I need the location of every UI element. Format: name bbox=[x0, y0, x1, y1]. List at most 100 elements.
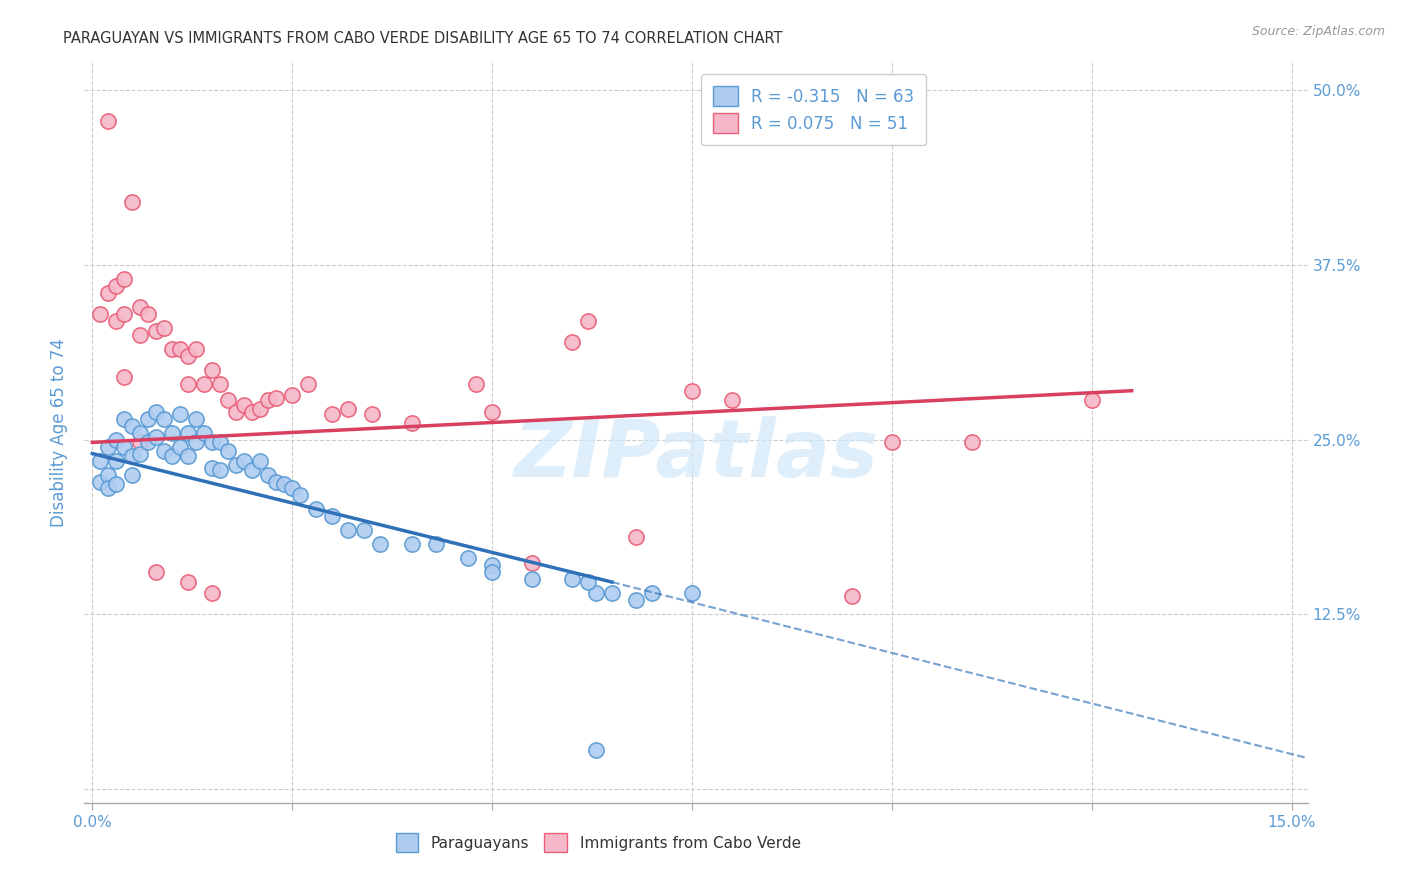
Point bbox=[457, 551, 479, 566]
Point bbox=[121, 195, 143, 210]
Point bbox=[136, 307, 159, 321]
Point bbox=[97, 440, 120, 454]
Point bbox=[112, 307, 135, 321]
Point bbox=[401, 416, 423, 430]
Point bbox=[281, 388, 304, 402]
Point bbox=[105, 453, 128, 467]
Point bbox=[264, 391, 287, 405]
Point bbox=[177, 349, 200, 363]
Point bbox=[297, 376, 319, 391]
Point bbox=[305, 502, 328, 516]
Point bbox=[217, 393, 239, 408]
Point bbox=[520, 572, 543, 586]
Point bbox=[97, 482, 120, 496]
Point bbox=[153, 443, 176, 458]
Point bbox=[960, 435, 983, 450]
Point bbox=[89, 307, 111, 321]
Point bbox=[337, 524, 360, 538]
Point bbox=[225, 405, 247, 419]
Point bbox=[162, 425, 184, 440]
Point bbox=[97, 114, 120, 128]
Point bbox=[841, 589, 863, 603]
Point bbox=[321, 509, 343, 524]
Point bbox=[240, 405, 263, 419]
Point bbox=[561, 334, 583, 349]
Point bbox=[281, 482, 304, 496]
Point bbox=[145, 324, 167, 338]
Point bbox=[201, 460, 224, 475]
Point bbox=[129, 327, 152, 342]
Point bbox=[153, 321, 176, 335]
Point bbox=[624, 593, 647, 607]
Point bbox=[225, 458, 247, 472]
Point bbox=[481, 405, 503, 419]
Text: PARAGUAYAN VS IMMIGRANTS FROM CABO VERDE DISABILITY AGE 65 TO 74 CORRELATION CHA: PARAGUAYAN VS IMMIGRANTS FROM CABO VERDE… bbox=[63, 31, 783, 46]
Point bbox=[105, 433, 128, 447]
Point bbox=[201, 363, 224, 377]
Point bbox=[681, 586, 703, 600]
Point bbox=[576, 314, 599, 328]
Point bbox=[481, 558, 503, 573]
Point bbox=[465, 376, 488, 391]
Point bbox=[169, 342, 191, 356]
Point bbox=[425, 537, 447, 551]
Point bbox=[169, 408, 191, 422]
Point bbox=[209, 435, 232, 450]
Point bbox=[585, 742, 607, 756]
Point bbox=[169, 440, 191, 454]
Point bbox=[249, 401, 271, 416]
Point bbox=[105, 477, 128, 491]
Point bbox=[177, 425, 200, 440]
Point bbox=[89, 453, 111, 467]
Point bbox=[97, 285, 120, 300]
Point bbox=[186, 342, 208, 356]
Point bbox=[401, 537, 423, 551]
Point bbox=[585, 586, 607, 600]
Point bbox=[129, 446, 152, 460]
Point bbox=[641, 586, 664, 600]
Point bbox=[162, 342, 184, 356]
Point bbox=[681, 384, 703, 398]
Point bbox=[153, 411, 176, 425]
Point bbox=[249, 453, 271, 467]
Point bbox=[257, 393, 280, 408]
Point bbox=[240, 463, 263, 477]
Point bbox=[145, 566, 167, 580]
Point bbox=[105, 314, 128, 328]
Point bbox=[186, 411, 208, 425]
Point bbox=[121, 450, 143, 464]
Point bbox=[121, 467, 143, 482]
Point bbox=[89, 475, 111, 489]
Point bbox=[368, 537, 391, 551]
Point bbox=[361, 408, 384, 422]
Point bbox=[600, 586, 623, 600]
Point bbox=[321, 408, 343, 422]
Point bbox=[145, 430, 167, 444]
Point bbox=[337, 401, 360, 416]
Point bbox=[233, 453, 256, 467]
Point bbox=[217, 443, 239, 458]
Point bbox=[561, 572, 583, 586]
Point bbox=[624, 530, 647, 544]
Point bbox=[129, 300, 152, 314]
Legend: Paraguayans, Immigrants from Cabo Verde: Paraguayans, Immigrants from Cabo Verde bbox=[389, 827, 807, 858]
Point bbox=[520, 556, 543, 570]
Point bbox=[136, 411, 159, 425]
Y-axis label: Disability Age 65 to 74: Disability Age 65 to 74 bbox=[51, 338, 69, 527]
Point bbox=[201, 435, 224, 450]
Point bbox=[177, 575, 200, 590]
Point bbox=[273, 477, 295, 491]
Point bbox=[186, 435, 208, 450]
Point bbox=[112, 411, 135, 425]
Point bbox=[353, 524, 375, 538]
Point bbox=[193, 376, 215, 391]
Point bbox=[193, 425, 215, 440]
Point bbox=[129, 425, 152, 440]
Point bbox=[97, 467, 120, 482]
Point bbox=[1080, 393, 1102, 408]
Point bbox=[201, 586, 224, 600]
Point bbox=[209, 463, 232, 477]
Point bbox=[162, 450, 184, 464]
Point bbox=[177, 376, 200, 391]
Point bbox=[257, 467, 280, 482]
